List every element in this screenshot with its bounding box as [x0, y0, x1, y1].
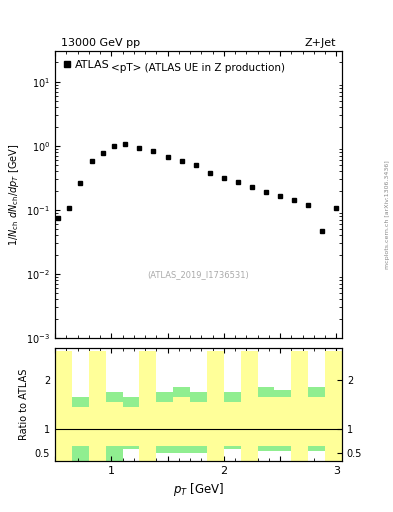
Bar [173, 397, 190, 446]
Bar [123, 407, 140, 446]
Bar [257, 397, 274, 446]
Bar [291, 351, 308, 461]
X-axis label: $p_T\ [\mathrm{GeV}]$: $p_T\ [\mathrm{GeV}]$ [173, 481, 224, 498]
Bar [241, 351, 257, 461]
Bar [123, 397, 140, 449]
Bar [274, 390, 291, 451]
Bar [72, 397, 89, 461]
Bar [207, 351, 224, 461]
Bar [72, 407, 89, 446]
Bar [224, 402, 241, 446]
Bar [89, 351, 106, 461]
Text: 13000 GeV pp: 13000 GeV pp [61, 38, 140, 48]
Bar [207, 351, 224, 461]
Bar [89, 351, 106, 461]
Bar [241, 351, 257, 461]
Bar [274, 397, 291, 446]
Bar [308, 388, 325, 451]
Text: <pT> (ATLAS UE in Z production): <pT> (ATLAS UE in Z production) [112, 62, 285, 73]
Bar [156, 402, 173, 446]
Bar [140, 351, 156, 461]
Bar [140, 351, 156, 461]
Legend: ATLAS: ATLAS [61, 57, 113, 73]
Text: mcplots.cern.ch [arXiv:1306.3436]: mcplots.cern.ch [arXiv:1306.3436] [385, 161, 389, 269]
Bar [325, 351, 342, 461]
Bar [106, 392, 123, 461]
Bar [156, 392, 173, 454]
Bar [55, 351, 72, 461]
Bar [173, 388, 190, 454]
Bar [308, 397, 325, 446]
Y-axis label: Ratio to ATLAS: Ratio to ATLAS [19, 369, 29, 440]
Y-axis label: $1/N_\mathrm{ch}\ dN_\mathrm{ch}/dp_T\ [\mathrm{GeV}]$: $1/N_\mathrm{ch}\ dN_\mathrm{ch}/dp_T\ [… [7, 143, 20, 246]
Bar [190, 392, 207, 454]
Bar [190, 402, 207, 446]
Text: (ATLAS_2019_I1736531): (ATLAS_2019_I1736531) [148, 270, 249, 280]
Bar [257, 388, 274, 451]
Bar [106, 402, 123, 446]
Bar [325, 351, 342, 461]
Text: Z+Jet: Z+Jet [305, 38, 336, 48]
Bar [55, 351, 72, 461]
Bar [224, 392, 241, 449]
Bar [291, 351, 308, 461]
